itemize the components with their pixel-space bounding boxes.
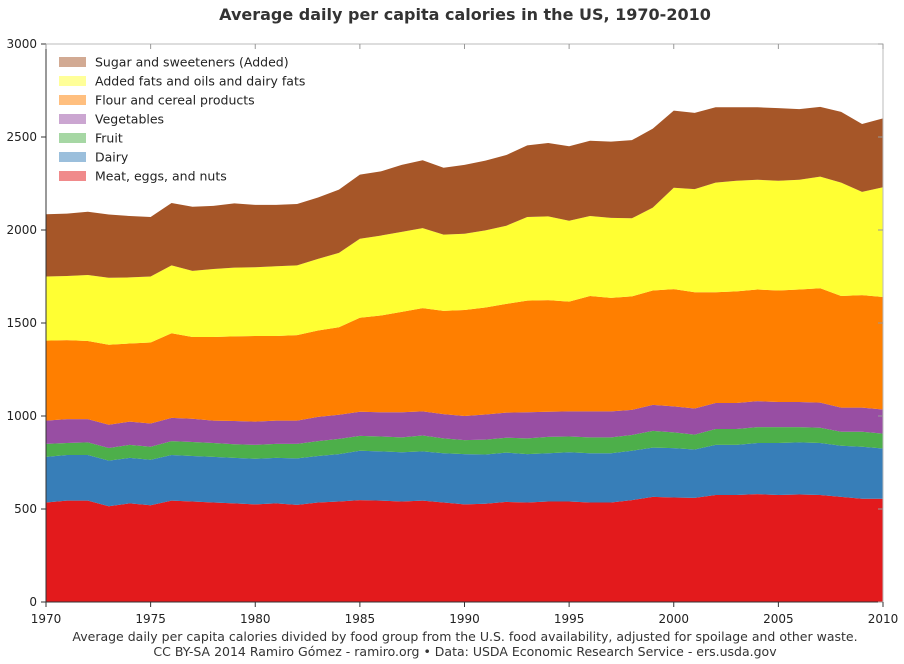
legend-swatch-added-fats-and-oils-and-dairy-fats (59, 76, 86, 86)
legend-label-added-fats-and-oils-and-dairy-fats: Added fats and oils and dairy fats (95, 74, 305, 89)
footer-credits: CC BY-SA 2014 Ramiro Gómez - ramiro.org … (153, 644, 777, 659)
x-tick-label: 2000 (658, 612, 689, 626)
area-flour-and-cereal-products (46, 288, 883, 425)
x-tick-label: 2010 (868, 612, 899, 626)
area-meat-eggs-and-nuts (46, 494, 883, 602)
legend-label-flour-and-cereal-products: Flour and cereal products (95, 93, 255, 108)
area-fruit (46, 427, 883, 461)
y-tick-label: 2500 (6, 130, 37, 144)
legend-label-meat-eggs-and-nuts: Meat, eggs, and nuts (95, 169, 227, 184)
legend-swatch-vegetables (59, 114, 86, 124)
area-sugar-and-sweeteners-added (46, 106, 883, 278)
x-tick-label: 1990 (449, 612, 480, 626)
legend-swatch-fruit (59, 133, 86, 143)
legend-label-dairy: Dairy (95, 150, 129, 165)
y-tick-label: 1000 (6, 409, 37, 423)
y-tick-label: 500 (14, 502, 37, 516)
area-dairy (46, 442, 883, 507)
legend-swatch-meat-eggs-and-nuts (59, 171, 86, 181)
x-tick-label: 1985 (345, 612, 376, 626)
y-tick-label: 3000 (6, 37, 37, 51)
legend-swatch-sugar-and-sweeteners-added (59, 57, 86, 67)
y-tick-label: 2000 (6, 223, 37, 237)
x-tick-label: 2005 (763, 612, 794, 626)
footer-description: Average daily per capita calories divide… (72, 629, 857, 644)
y-tick-label: 1500 (6, 316, 37, 330)
legend-label-fruit: Fruit (95, 131, 123, 146)
x-tick-label: 1995 (554, 612, 585, 626)
x-tick-label: 1975 (135, 612, 166, 626)
area-added-fats-and-oils-and-dairy-fats (46, 176, 883, 345)
x-tick-label: 1980 (240, 612, 271, 626)
x-tick-label: 1970 (31, 612, 62, 626)
y-tick-label: 0 (29, 595, 37, 609)
legend-label-sugar-and-sweeteners-added: Sugar and sweeteners (Added) (95, 55, 289, 70)
legend: Sugar and sweeteners (Added) Added fats a… (59, 55, 305, 184)
axes: 0 500 1000 1500 2000 2500 3000 1970 1975 1980 1985… (6, 37, 898, 626)
chart-title: Average daily per capita calories in the… (219, 5, 711, 24)
legend-swatch-flour-and-cereal-products (59, 95, 86, 105)
area-vegetables (46, 401, 883, 448)
legend-label-vegetables: Vegetables (95, 112, 164, 127)
legend-swatch-dairy (59, 152, 86, 162)
area-series-group (46, 106, 883, 602)
